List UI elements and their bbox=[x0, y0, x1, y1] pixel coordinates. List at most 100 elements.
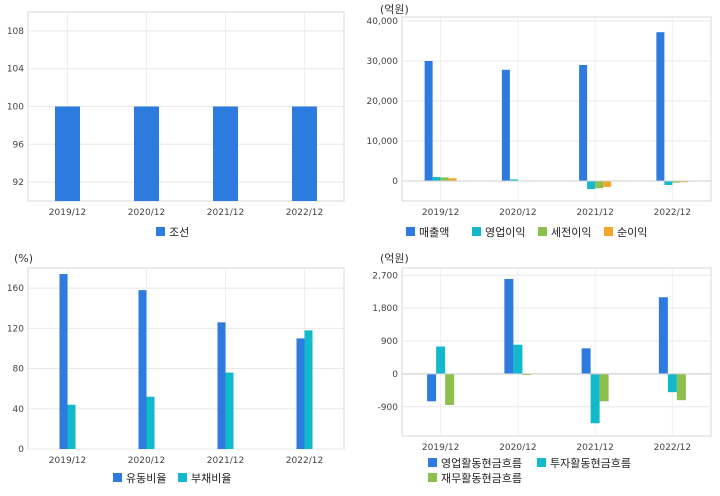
bar-2-2021/12 bbox=[587, 181, 596, 189]
legend-swatch bbox=[406, 227, 415, 236]
y-tick-label: 160 bbox=[7, 284, 24, 294]
legend-label: 재무활동현금흐름 bbox=[441, 471, 522, 485]
bar-1-2021/12 bbox=[581, 348, 591, 374]
unit-label: (억원) bbox=[380, 252, 409, 265]
y-tick-label: 80 bbox=[13, 365, 25, 375]
unit-label: (억원) bbox=[380, 3, 409, 16]
y-tick-label: 96 bbox=[13, 140, 25, 150]
x-tick-label: 2019/12 bbox=[422, 443, 459, 453]
legend-swatch bbox=[428, 458, 437, 467]
bar-1-2021/12 bbox=[213, 106, 238, 201]
y-tick-label: 120 bbox=[7, 324, 24, 334]
y-tick-label: 900 bbox=[381, 337, 398, 347]
x-tick-label: 2019/12 bbox=[422, 208, 459, 218]
legend-swatch bbox=[538, 227, 547, 236]
y-tick-label: 100 bbox=[7, 103, 24, 113]
legend-swatch bbox=[428, 473, 437, 482]
bar-3-2019/12 bbox=[445, 373, 455, 405]
bar-1-2022/12 bbox=[656, 32, 665, 182]
bar-1-2021/12 bbox=[217, 322, 226, 449]
legend-label: 영업이익 bbox=[485, 226, 525, 239]
bar-4-2022/12 bbox=[680, 181, 689, 183]
bar-1-2019/12 bbox=[55, 106, 80, 201]
legend-label: 조선 bbox=[169, 226, 189, 239]
legend-item: 순이익 bbox=[604, 226, 647, 239]
bar-1-2020/12 bbox=[134, 106, 159, 201]
y-tick-label: 40,000 bbox=[367, 17, 399, 27]
x-tick-label: 2021/12 bbox=[207, 456, 244, 466]
legend-label: 유동비율 bbox=[126, 472, 166, 485]
bar-2-2019/12 bbox=[436, 346, 446, 374]
y-tick-label: 40 bbox=[13, 405, 25, 415]
x-tick-label: 2022/12 bbox=[654, 208, 691, 218]
plot-frame bbox=[27, 267, 345, 450]
y-tick-label: -900 bbox=[378, 403, 399, 413]
x-tick-label: 2020/12 bbox=[128, 456, 165, 466]
x-tick-label: 2021/12 bbox=[207, 208, 244, 218]
bar-1-2022/12 bbox=[292, 106, 317, 201]
legend-item: 매출액 bbox=[406, 226, 449, 239]
bar-2-2020/12 bbox=[513, 344, 523, 374]
legend-swatch bbox=[113, 473, 122, 482]
legend-label: 부채비율 bbox=[191, 472, 231, 485]
legend-item: 영업활동현금흐름 bbox=[428, 456, 522, 470]
y-tick-label: 10,000 bbox=[367, 137, 399, 147]
bar-2-2022/12 bbox=[664, 181, 673, 185]
bar-3-2022/12 bbox=[672, 181, 681, 183]
unit-label: (%) bbox=[14, 252, 33, 265]
bar-4-2019/12 bbox=[448, 178, 457, 181]
y-tick-label: 20,000 bbox=[367, 97, 399, 107]
bar-1-2022/12 bbox=[658, 297, 668, 374]
bar-1-2020/12 bbox=[504, 278, 514, 374]
chart-2: (억원) 0 10,000 20,000 30,000 40,000 2019/12 2020… bbox=[367, 3, 712, 239]
bar-2-2020/12 bbox=[509, 179, 518, 181]
plot-frame bbox=[401, 16, 712, 202]
y-tick-label: 1,800 bbox=[372, 304, 398, 314]
bar-1-2022/12 bbox=[296, 338, 305, 449]
bar-3-2020/12 bbox=[522, 373, 532, 376]
x-tick-label: 2021/12 bbox=[576, 443, 613, 453]
y-tick-label: 0 bbox=[392, 177, 398, 187]
legend-swatch bbox=[178, 473, 187, 482]
legend-item: 세전이익 bbox=[538, 226, 591, 239]
bar-1-2019/12 bbox=[59, 274, 68, 449]
chart-3: (%) 0 40 80 120 160 2019/12 2020/12 2021/12 2022/… bbox=[7, 252, 345, 485]
x-tick-label: 2019/12 bbox=[49, 208, 86, 218]
bar-2-2022/12 bbox=[667, 373, 677, 393]
bar-2-2021/12 bbox=[590, 373, 600, 424]
y-tick-label: 108 bbox=[7, 27, 24, 37]
y-tick-label: 104 bbox=[7, 65, 24, 75]
legend-swatch bbox=[472, 227, 481, 236]
bar-1-2021/12 bbox=[579, 65, 588, 181]
legend-item: 투자활동현금흐름 bbox=[537, 456, 631, 470]
x-tick-label: 2020/12 bbox=[128, 208, 165, 218]
legend-label: 순이익 bbox=[617, 226, 647, 239]
legend-swatch bbox=[604, 227, 613, 236]
x-tick-label: 2022/12 bbox=[286, 456, 323, 466]
bar-1-2020/12 bbox=[501, 69, 510, 181]
bar-3-2019/12 bbox=[440, 177, 449, 181]
legend-swatch bbox=[537, 458, 546, 467]
x-tick-label: 2022/12 bbox=[654, 443, 691, 453]
x-tick-label: 2020/12 bbox=[499, 208, 536, 218]
legend-label: 세전이익 bbox=[551, 226, 591, 239]
bar-1-2019/12 bbox=[427, 373, 437, 402]
x-tick-label: 2020/12 bbox=[499, 443, 536, 453]
bar-3-2021/12 bbox=[599, 373, 609, 402]
legend-item: 영업이익 bbox=[472, 226, 525, 239]
bar-2-2019/12 bbox=[432, 177, 441, 181]
legend-swatch bbox=[156, 227, 165, 236]
y-tick-label: 0 bbox=[18, 445, 24, 455]
y-tick-label: 2,700 bbox=[372, 271, 398, 281]
legend-item: 부채비율 bbox=[178, 472, 231, 485]
bar-3-2022/12 bbox=[676, 373, 686, 401]
bar-4-2021/12 bbox=[603, 181, 612, 187]
legend-label: 영업활동현금흐름 bbox=[441, 456, 522, 470]
legend-item: 재무활동현금흐름 bbox=[428, 471, 522, 485]
y-tick-label: 0 bbox=[392, 370, 398, 380]
bar-1-2019/12 bbox=[424, 61, 433, 181]
bar-2-2022/12 bbox=[304, 330, 313, 449]
bar-2-2020/12 bbox=[146, 396, 155, 449]
y-tick-label: 92 bbox=[13, 178, 24, 188]
